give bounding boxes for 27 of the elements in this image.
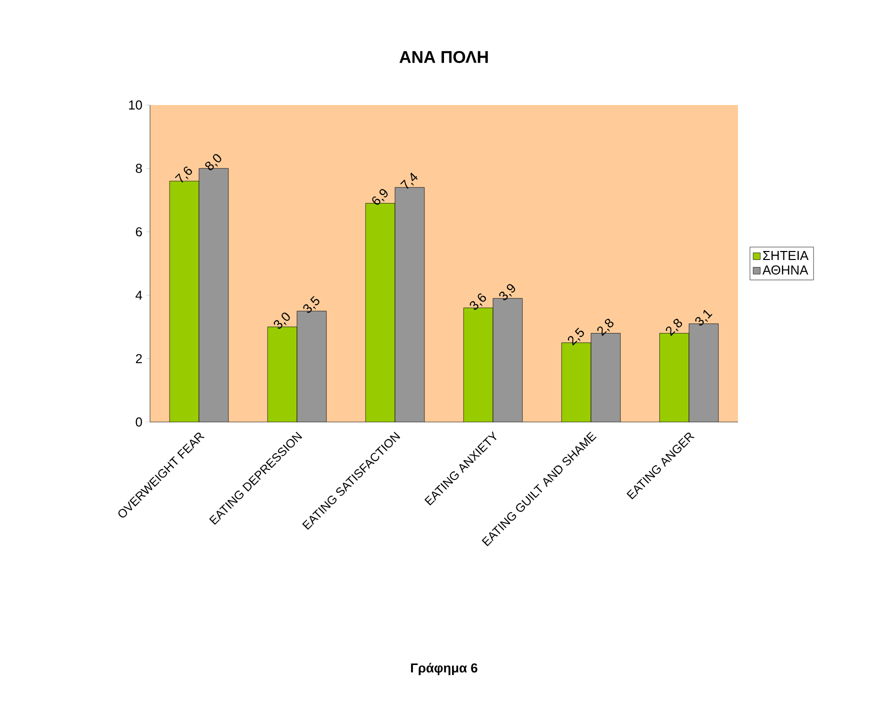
legend-label: ΣΗΤΕΙΑ xyxy=(763,251,809,260)
y-tick-label: 6 xyxy=(136,227,142,236)
data-label: 3,0 xyxy=(274,312,290,329)
data-label: 3,9 xyxy=(499,284,516,300)
data-label: 8,0 xyxy=(205,154,222,170)
data-label: 2,5 xyxy=(568,328,584,346)
y-tick-label: 2 xyxy=(136,354,142,364)
y-tick-label: 0 xyxy=(136,417,142,427)
y-tick-label: 8 xyxy=(136,164,142,173)
data-label: 2,8 xyxy=(666,318,682,336)
bar xyxy=(366,203,396,422)
data-label: 7,6 xyxy=(174,166,192,183)
data-label: 6,9 xyxy=(372,189,388,205)
text: Γράφημα 6 xyxy=(411,662,478,676)
y-tick-label: 10 xyxy=(129,100,142,110)
data-label: 3,5 xyxy=(303,296,320,313)
data-label: 3,1 xyxy=(695,310,712,326)
bar xyxy=(395,187,424,422)
bar xyxy=(297,311,326,422)
data-label: 2,8 xyxy=(597,318,614,336)
legend-label: ΑΘΗΝΑ xyxy=(762,265,808,275)
bar xyxy=(688,324,719,422)
y-tick-label: 4 xyxy=(136,290,142,300)
data-label: 7,4 xyxy=(400,172,418,189)
bar xyxy=(170,181,199,422)
data-label: 3,6 xyxy=(470,293,486,310)
chart-title: ΑΝΑ ΠΟΛΗ xyxy=(399,50,488,63)
